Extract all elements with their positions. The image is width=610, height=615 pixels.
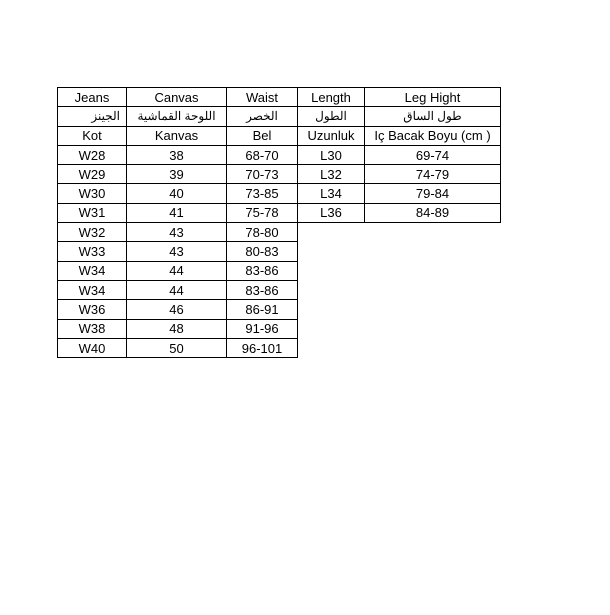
header-jeans: Jeans (57, 86, 127, 108)
empty-cell (365, 223, 501, 242)
header-leg-tr: Iç Bacak Boyu (cm ) (364, 125, 501, 146)
cell-jeans: W36 (57, 299, 127, 320)
cell-waist: 83-86 (226, 260, 298, 281)
table-row: W29 39 70-73 L32 74-79 (57, 164, 501, 185)
cell-canvas: 50 (126, 337, 227, 359)
cell-leg: 74-79 (364, 164, 501, 185)
header-row-arabic: الجينز اللوحة القماشية الخصر الطول طول ا… (57, 106, 501, 127)
cell-canvas: 40 (126, 183, 227, 204)
empty-cell (298, 223, 365, 242)
cell-canvas: 38 (126, 144, 227, 166)
cell-jeans: W34 (57, 260, 127, 281)
cell-waist: 70-73 (226, 164, 298, 185)
cell-leg: 79-84 (364, 183, 501, 204)
header-jeans-tr: Kot (57, 125, 127, 146)
cell-waist: 78-80 (226, 222, 298, 243)
header-jeans-ar: الجينز (57, 106, 127, 127)
cell-canvas: 48 (126, 318, 227, 339)
table-row: W28 38 68-70 L30 69-74 (57, 144, 501, 166)
empty-cell (298, 280, 365, 299)
empty-cell (365, 319, 501, 338)
cell-leg: 84-89 (364, 202, 501, 224)
empty-cell (365, 280, 501, 299)
cell-waist: 96-101 (226, 337, 298, 359)
table-row: W30 40 73-85 L34 79-84 (57, 183, 501, 204)
jeans-size-chart: Jeans Canvas Waist Length Leg Hight الجي… (57, 86, 501, 359)
header-leg-hight: Leg Hight (364, 86, 501, 108)
empty-cell (298, 319, 365, 338)
header-waist-ar: الخصر (226, 106, 298, 127)
header-length-tr: Uzunluk (297, 125, 365, 146)
cell-waist: 68-70 (226, 144, 298, 166)
empty-cell (365, 261, 501, 280)
cell-jeans: W34 (57, 279, 127, 301)
cell-waist: 86-91 (226, 299, 298, 320)
table-row: W38 48 91-96 (57, 318, 501, 339)
cell-length: L34 (297, 183, 365, 204)
table-row: W32 43 78-80 (57, 222, 501, 243)
cell-canvas: 44 (126, 279, 227, 301)
empty-cell (298, 261, 365, 280)
cell-canvas: 39 (126, 164, 227, 185)
cell-canvas: 46 (126, 299, 227, 320)
cell-jeans: W33 (57, 241, 127, 262)
cell-jeans: W28 (57, 144, 127, 166)
header-waist: Waist (226, 86, 298, 108)
table-row: W34 44 83-86 (57, 279, 501, 301)
empty-cell (298, 300, 365, 319)
cell-canvas: 43 (126, 241, 227, 262)
header-canvas-tr: Kanvas (126, 125, 227, 146)
cell-length: L32 (297, 164, 365, 185)
header-waist-tr: Bel (226, 125, 298, 146)
cell-waist: 75-78 (226, 202, 298, 224)
cell-jeans: W30 (57, 183, 127, 204)
empty-cell (365, 300, 501, 319)
header-length-ar: الطول (297, 106, 365, 127)
cell-length: L30 (297, 144, 365, 166)
table-row: W31 41 75-78 L36 84-89 (57, 202, 501, 224)
empty-cell (365, 242, 501, 261)
header-row-english: Jeans Canvas Waist Length Leg Hight (57, 86, 501, 108)
empty-cell (365, 338, 501, 357)
cell-jeans: W31 (57, 202, 127, 224)
cell-length: L36 (297, 202, 365, 224)
cell-jeans: W32 (57, 222, 127, 243)
cell-waist: 83-86 (226, 279, 298, 301)
cell-waist: 73-85 (226, 183, 298, 204)
table-row: W34 44 83-86 (57, 260, 501, 281)
cell-canvas: 43 (126, 222, 227, 243)
cell-canvas: 44 (126, 260, 227, 281)
header-leg-ar: طول الساق (364, 106, 501, 127)
cell-leg: 69-74 (364, 144, 501, 166)
empty-cell (298, 242, 365, 261)
empty-cell (298, 338, 365, 357)
table-row: W33 43 80-83 (57, 241, 501, 262)
cell-waist: 91-96 (226, 318, 298, 339)
header-canvas-ar: اللوحة القماشية (126, 106, 227, 127)
cell-jeans: W29 (57, 164, 127, 185)
cell-jeans: W40 (57, 337, 127, 359)
table-row: W36 46 86-91 (57, 299, 501, 320)
header-canvas: Canvas (126, 86, 227, 108)
cell-jeans: W38 (57, 318, 127, 339)
cell-waist: 80-83 (226, 241, 298, 262)
header-row-turkish: Kot Kanvas Bel Uzunluk Iç Bacak Boyu (cm… (57, 125, 501, 146)
header-length: Length (297, 86, 365, 108)
table-row: W40 50 96-101 (57, 337, 501, 359)
cell-canvas: 41 (126, 202, 227, 224)
